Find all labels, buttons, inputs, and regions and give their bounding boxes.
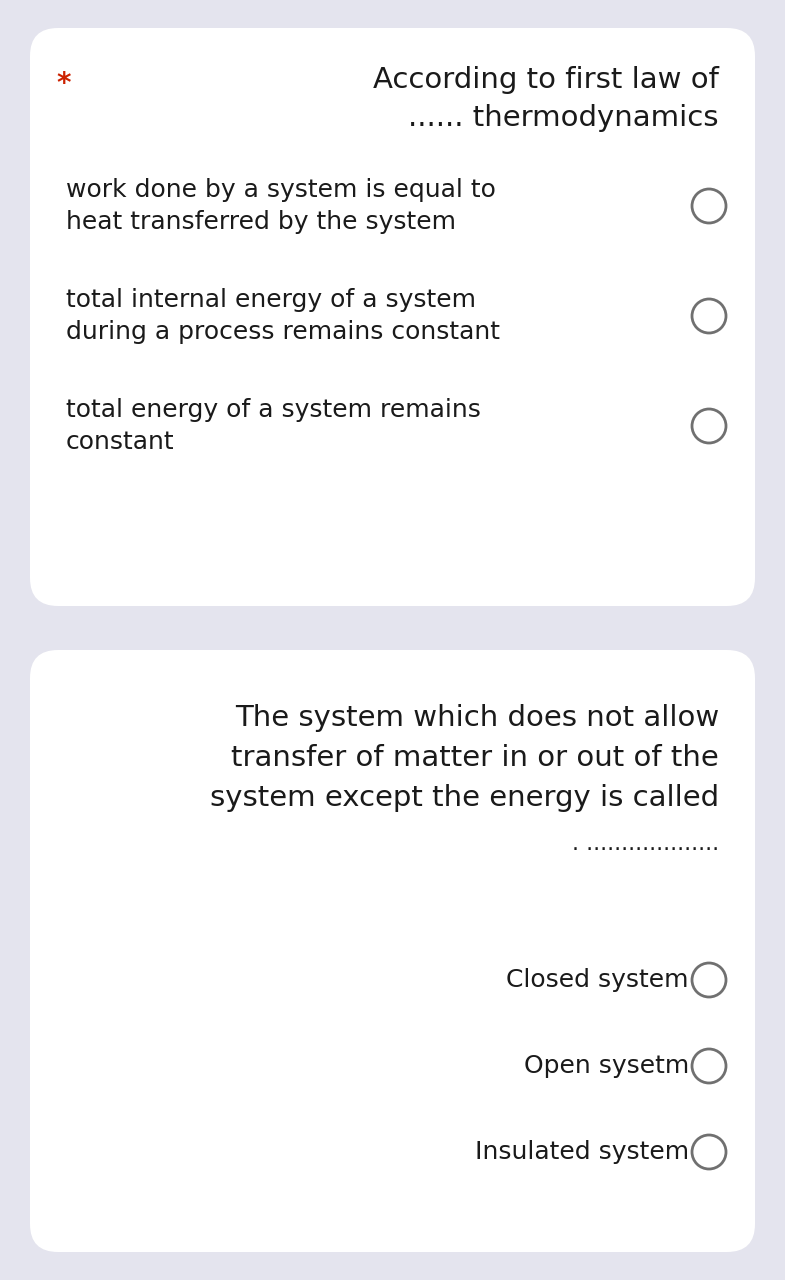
- Text: total internal energy of a system: total internal energy of a system: [66, 288, 476, 312]
- Text: total energy of a system remains: total energy of a system remains: [66, 398, 481, 422]
- Text: Closed system: Closed system: [506, 968, 689, 992]
- Text: *: *: [56, 70, 71, 99]
- FancyBboxPatch shape: [30, 650, 755, 1252]
- Text: The system which does not allow: The system which does not allow: [235, 704, 719, 732]
- Text: during a process remains constant: during a process remains constant: [66, 320, 500, 344]
- Text: constant: constant: [66, 430, 174, 454]
- FancyBboxPatch shape: [30, 28, 755, 605]
- Text: . ...................: . ...................: [572, 835, 719, 854]
- Text: Insulated system: Insulated system: [475, 1140, 689, 1164]
- Text: system except the energy is called: system except the energy is called: [210, 783, 719, 812]
- Text: transfer of matter in or out of the: transfer of matter in or out of the: [232, 744, 719, 772]
- Text: work done by a system is equal to: work done by a system is equal to: [66, 178, 496, 202]
- Text: According to first law of: According to first law of: [373, 67, 719, 93]
- Text: Open sysetm: Open sysetm: [524, 1053, 689, 1078]
- Text: ...... thermodynamics: ...... thermodynamics: [408, 104, 719, 132]
- Text: heat transferred by the system: heat transferred by the system: [66, 210, 456, 234]
